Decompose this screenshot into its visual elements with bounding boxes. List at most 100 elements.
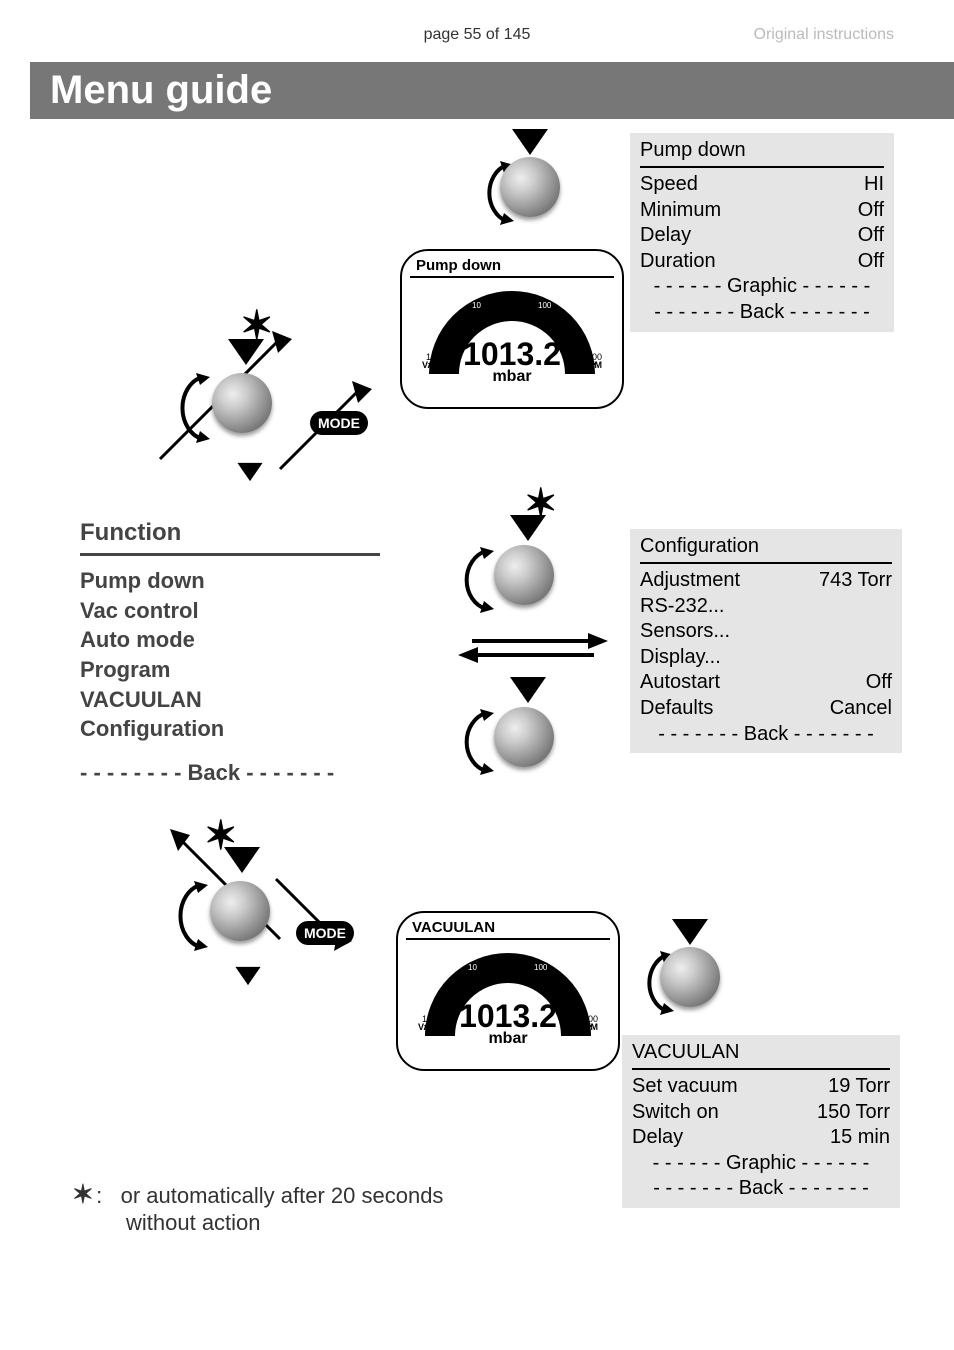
- svg-text:10: 10: [468, 963, 477, 972]
- press-down-icon: [510, 515, 546, 541]
- pump-row-delay[interactable]: Delay Off: [640, 223, 884, 249]
- hdr-left: [60, 26, 338, 44]
- mode-label: MODE: [296, 921, 354, 945]
- pump-graphic-line[interactable]: - - - - - - Graphic - - - - - -: [640, 274, 884, 300]
- footnote-star-icon: ✶: [72, 1179, 90, 1210]
- cfg-adjustment[interactable]: Adjustment 743 Torr: [640, 568, 892, 594]
- config-title: Configuration: [640, 535, 892, 560]
- pump-row-duration[interactable]: Duration Off: [640, 249, 884, 275]
- knob-icon: [660, 947, 720, 1007]
- cfg-defaults[interactable]: Defaults Cancel: [640, 696, 892, 722]
- page-header: page 55 of 145 Original instructions: [60, 26, 894, 44]
- knob-icon[interactable]: [494, 707, 554, 767]
- svg-text:100: 100: [534, 963, 548, 972]
- knob-icon[interactable]: [494, 545, 554, 605]
- mode-knob-bottom[interactable]: ✶ MODE: [120, 819, 380, 1019]
- footnote: ✶ : or automatically after 20 seconds wi…: [72, 1179, 443, 1236]
- row-value: Off: [858, 223, 884, 249]
- vac-setvacuum[interactable]: Set vacuum 19 Torr: [632, 1074, 890, 1100]
- row-label: Minimum: [640, 198, 721, 224]
- press-down-icon: [510, 677, 546, 703]
- hdr-right: Original instructions: [616, 26, 894, 44]
- footnote-line1: or automatically after 20 seconds: [121, 1183, 444, 1208]
- down-small-icon: [237, 463, 262, 481]
- pump-row-speed[interactable]: SpeedHI: [640, 172, 884, 198]
- page-title: Menu guide: [50, 68, 272, 112]
- cfg-autostart[interactable]: Autostart Off: [640, 670, 892, 696]
- gauge-vac: VAC: [418, 1022, 436, 1032]
- rotate-arrow-icon: [462, 707, 498, 779]
- press-down-icon: [672, 919, 708, 945]
- vac-back-line[interactable]: - - - - - - - Back - - - - - - -: [632, 1176, 890, 1202]
- row-value: 743 Torr: [819, 568, 892, 594]
- row-label: Autostart: [640, 670, 720, 696]
- cfg-rs232[interactable]: RS-232...: [640, 594, 892, 620]
- hdr-center: page 55 of 145: [338, 26, 616, 44]
- func-vacuulan[interactable]: VACUULAN: [80, 685, 380, 715]
- vac-graphic-line[interactable]: - - - - - - Graphic - - - - - -: [632, 1151, 890, 1177]
- row-label: Duration: [640, 249, 716, 275]
- row-label: Delay: [640, 223, 691, 249]
- row-value: 150 Torr: [817, 1100, 890, 1126]
- row-value: 15 min: [830, 1125, 890, 1151]
- footnote-line2: without action: [126, 1210, 261, 1235]
- footnote-colon: :: [96, 1183, 102, 1208]
- double-arrow-icon: [458, 629, 608, 665]
- knob-icon: [500, 157, 560, 217]
- vac-switchon[interactable]: Switch on 150 Torr: [632, 1100, 890, 1126]
- func-pump-down[interactable]: Pump down: [80, 566, 380, 596]
- pump-row-minimum[interactable]: MinimumOff: [640, 198, 884, 224]
- down-small-icon: [235, 967, 260, 985]
- gauge-vac: VAC: [422, 360, 440, 370]
- cfg-display[interactable]: Display...: [640, 645, 892, 671]
- row-label: Speed: [640, 172, 698, 198]
- func-auto-mode[interactable]: Auto mode: [80, 625, 380, 655]
- row-label: Defaults: [640, 696, 713, 722]
- row-label: RS-232...: [640, 594, 724, 620]
- row-label: Switch on: [632, 1100, 719, 1126]
- knob-vacuulan-press[interactable]: [660, 919, 720, 1007]
- row-label: Display...: [640, 645, 721, 671]
- press-down-icon: [228, 339, 264, 365]
- gauge-vacuulan: VACUULAN 10 100 1 1000 1013.2 mbar VAC A…: [396, 911, 620, 1071]
- func-back[interactable]: - - - - - - - - Back - - - - - - -: [80, 758, 380, 788]
- func-program[interactable]: Program: [80, 655, 380, 685]
- function-menu: Function Pump down Vac control Auto mode…: [80, 519, 380, 788]
- vac-delay[interactable]: Delay 15 min: [632, 1125, 890, 1151]
- vacuulan-menu: VACUULAN Set vacuum 19 Torr Switch on 150 …: [622, 1035, 900, 1208]
- row-label: Adjustment: [640, 568, 740, 594]
- svg-text:100: 100: [538, 301, 552, 310]
- pump-down-menu: Pump down SpeedHI MinimumOff DelayOff Du…: [630, 133, 894, 332]
- row-value: 19 Torr: [828, 1074, 890, 1100]
- pump-back-line[interactable]: - - - - - - - Back - - - - - - -: [640, 300, 884, 326]
- func-vac-control[interactable]: Vac control: [80, 596, 380, 626]
- row-value: Off: [866, 670, 892, 696]
- knob-top-press[interactable]: [500, 129, 560, 217]
- gauge-pump-down: Pump down 10 100 1 1000 1013.2 mbar VAC …: [400, 249, 624, 409]
- pump-menu-title: Pump down: [640, 139, 884, 164]
- mode-label: MODE: [310, 411, 368, 435]
- rotate-arrow-icon: [462, 545, 498, 617]
- func-configuration[interactable]: Configuration: [80, 714, 380, 744]
- cfg-back-line[interactable]: - - - - - - - Back - - - - - - -: [640, 722, 892, 748]
- row-value: Off: [858, 249, 884, 275]
- press-down-icon: [224, 847, 260, 873]
- gauge-pump-title: Pump down: [410, 257, 614, 274]
- row-label: Delay: [632, 1125, 683, 1151]
- vacuulan-menu-title: VACUULAN: [632, 1041, 890, 1066]
- gauge-vacuulan-title: VACUULAN: [406, 919, 610, 936]
- config-menu: Configuration Adjustment 743 Torr RS-232.…: [630, 529, 902, 753]
- press-down-icon: [512, 129, 548, 155]
- content-area: Pump down 10 100 1 1000 1013.2 mbar VAC …: [60, 119, 894, 1279]
- page-title-bar: Menu guide: [30, 62, 954, 119]
- function-title: Function: [80, 519, 380, 547]
- row-label: Set vacuum: [632, 1074, 738, 1100]
- row-label: Sensors...: [640, 619, 730, 645]
- gauge-atm: ATM: [583, 360, 602, 370]
- rotate-arrow-icon: [176, 879, 212, 955]
- svg-text:10: 10: [472, 301, 481, 310]
- mode-knob-top[interactable]: ✶ MODE: [120, 309, 380, 499]
- row-value: Cancel: [830, 696, 892, 722]
- knob-icon: [212, 373, 272, 433]
- cfg-sensors[interactable]: Sensors...: [640, 619, 892, 645]
